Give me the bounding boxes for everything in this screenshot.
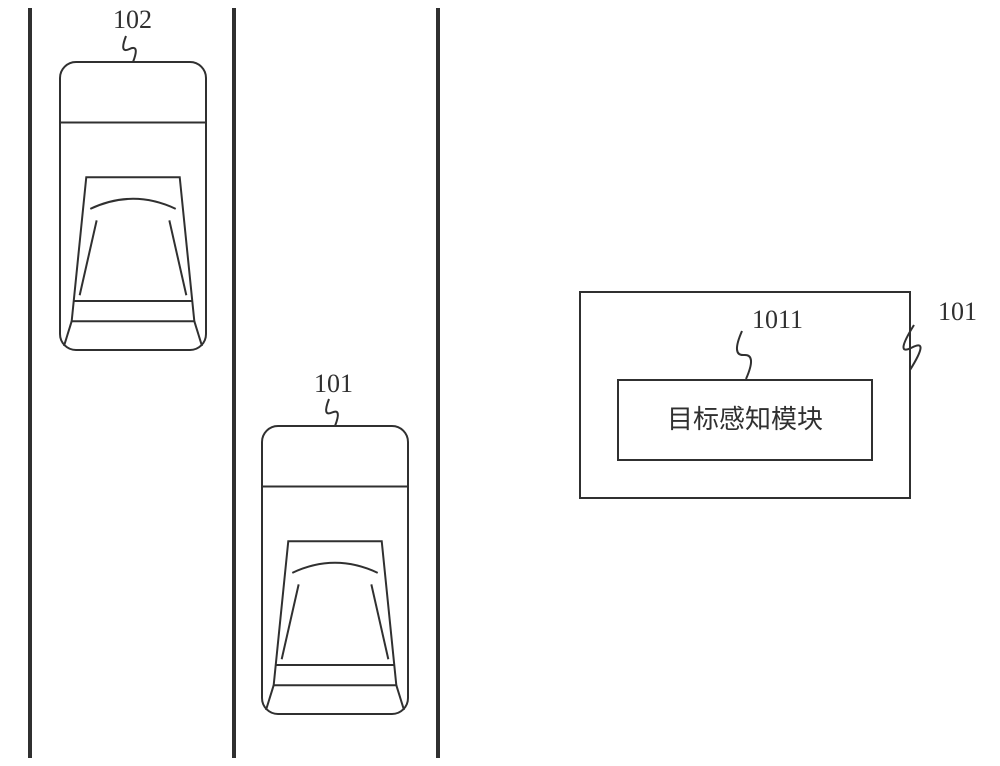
module-box: 目标感知模块 bbox=[580, 292, 910, 498]
car-rear-corner-right bbox=[194, 321, 202, 346]
label-101-car: 101 bbox=[314, 369, 353, 426]
car-pillar-left bbox=[80, 220, 97, 295]
leader-101-car bbox=[326, 399, 338, 426]
module-label-text: 目标感知模块 bbox=[667, 405, 823, 434]
label-102-text: 102 bbox=[113, 5, 152, 34]
vehicle-102 bbox=[60, 62, 206, 350]
car-body bbox=[60, 62, 206, 350]
car-windshield bbox=[292, 563, 377, 573]
car-body bbox=[262, 426, 408, 714]
car-pillar-right bbox=[169, 220, 186, 295]
car-pillar-right bbox=[371, 584, 388, 659]
label-101-car-text: 101 bbox=[314, 369, 353, 398]
label-102: 102 bbox=[113, 5, 152, 62]
road-lines bbox=[30, 8, 438, 758]
leader-101-box bbox=[903, 325, 920, 370]
reference-labels: 102 101 1011 101 bbox=[113, 5, 977, 426]
car-pillar-left bbox=[282, 584, 299, 659]
patent-figure: 目标感知模块 102 101 1011 101 bbox=[0, 0, 1000, 766]
car-windshield bbox=[90, 199, 175, 209]
leader-102 bbox=[123, 36, 136, 62]
car-rear-corner-right bbox=[396, 685, 404, 710]
label-1011: 1011 bbox=[737, 305, 803, 379]
vehicle-101 bbox=[262, 426, 408, 714]
label-101-box: 101 bbox=[903, 297, 977, 370]
label-1011-text: 1011 bbox=[752, 305, 803, 334]
car-rear-corner-left bbox=[266, 685, 274, 710]
module-outer-box bbox=[580, 292, 910, 498]
leader-1011 bbox=[737, 331, 751, 379]
label-101-box-text: 101 bbox=[938, 297, 977, 326]
car-rear-corner-left bbox=[64, 321, 72, 346]
